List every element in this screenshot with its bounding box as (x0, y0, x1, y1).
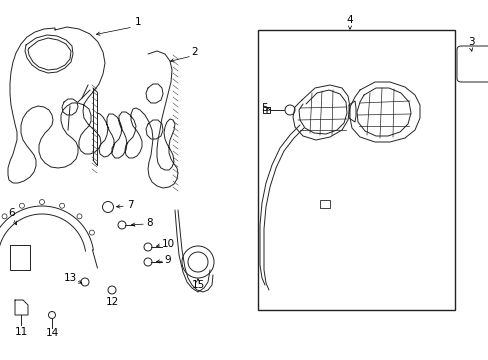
Text: 13: 13 (63, 273, 77, 283)
Text: 10: 10 (161, 239, 174, 249)
Text: 1: 1 (134, 17, 141, 27)
Bar (258, 30, 454, 310)
Text: 2: 2 (191, 47, 198, 57)
Text: 8: 8 (146, 218, 153, 228)
Text: 5: 5 (260, 103, 267, 113)
Text: 9: 9 (164, 255, 171, 265)
Text: 6: 6 (9, 208, 15, 218)
Text: 14: 14 (45, 328, 59, 338)
Text: 7: 7 (126, 200, 133, 210)
Text: 15: 15 (191, 280, 204, 290)
Bar (319, 200, 329, 208)
Text: 11: 11 (14, 327, 27, 337)
Text: 12: 12 (105, 297, 119, 307)
Text: 4: 4 (346, 15, 353, 25)
Text: 3: 3 (467, 37, 473, 47)
